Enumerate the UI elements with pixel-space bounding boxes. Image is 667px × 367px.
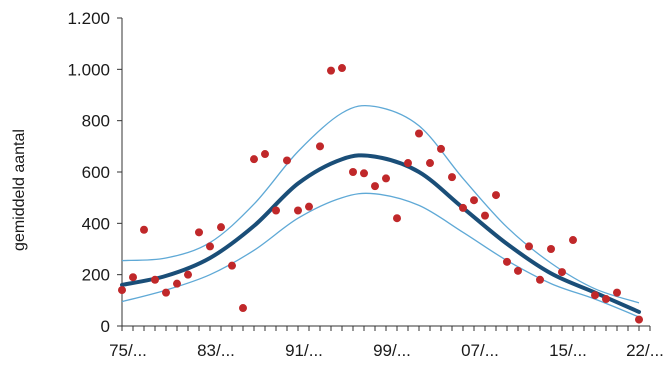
data-point	[525, 242, 533, 251]
data-point	[503, 257, 511, 266]
data-point	[261, 150, 269, 159]
data-point	[184, 270, 192, 279]
data-point	[448, 173, 456, 182]
data-point	[327, 66, 335, 75]
data-point	[547, 245, 555, 253]
data-point	[393, 214, 401, 223]
data-point	[591, 291, 599, 300]
data-point	[382, 174, 390, 183]
data-point	[195, 228, 203, 237]
y-tick-label: 600	[82, 163, 110, 182]
data-point	[239, 304, 247, 313]
y-axis-label: gemiddeld aantal	[11, 129, 28, 251]
y-tick-label: 200	[82, 266, 110, 285]
data-point	[206, 242, 214, 251]
data-point	[613, 288, 621, 297]
data-point	[404, 159, 412, 168]
axes	[117, 17, 651, 331]
x-tick-label: 15/...	[549, 341, 587, 360]
data-point	[316, 142, 324, 151]
x-tick-label: 99/...	[373, 341, 411, 360]
data-point	[492, 191, 500, 200]
x-tick-label: 07/...	[461, 341, 499, 360]
data-point	[470, 196, 478, 205]
data-point	[305, 202, 313, 211]
data-point	[602, 295, 610, 304]
data-point	[371, 182, 379, 191]
data-points	[118, 64, 643, 324]
data-point	[536, 275, 544, 284]
data-point	[338, 64, 346, 73]
data-point	[481, 211, 489, 220]
x-tick-label: 22/...	[626, 341, 664, 360]
data-point	[228, 261, 236, 270]
data-point	[151, 275, 159, 284]
data-point	[162, 288, 170, 297]
trend-line-group	[120, 153, 641, 314]
data-point	[514, 266, 522, 275]
data-point	[415, 129, 423, 138]
data-point	[558, 268, 566, 277]
x-tick-labels: 75/... 83/... 91/... 99/... 07/... 15/... 22/.…	[109, 341, 664, 360]
data-point	[250, 155, 258, 164]
data-point	[349, 168, 357, 176]
y-tick-labels: 0 200 400 600 800 1.000 1.200	[67, 9, 110, 336]
data-point	[459, 203, 467, 212]
data-point	[140, 225, 148, 234]
y-tick-label: 400	[82, 214, 110, 233]
data-point	[173, 279, 181, 288]
data-point	[283, 156, 291, 165]
data-point	[118, 286, 126, 295]
x-tick-label: 91/...	[285, 341, 323, 360]
data-point	[217, 223, 225, 232]
data-point	[437, 144, 445, 153]
confidence-band	[121, 104, 640, 318]
data-point	[426, 159, 434, 168]
data-point	[294, 206, 302, 215]
y-tick-label: 0	[101, 317, 110, 336]
y-tick-label: 1.200	[67, 9, 110, 28]
x-tick-label: 75/...	[109, 341, 147, 360]
y-tick-label: 800	[82, 112, 110, 131]
data-point	[569, 236, 577, 245]
lower-confidence-line	[121, 192, 640, 318]
data-point	[635, 315, 643, 324]
data-point	[360, 169, 368, 178]
y-tick-label: 1.000	[67, 60, 110, 79]
trend-line	[120, 153, 641, 314]
data-point	[272, 206, 280, 215]
data-point	[129, 273, 137, 282]
x-tick-label: 83/...	[197, 341, 235, 360]
